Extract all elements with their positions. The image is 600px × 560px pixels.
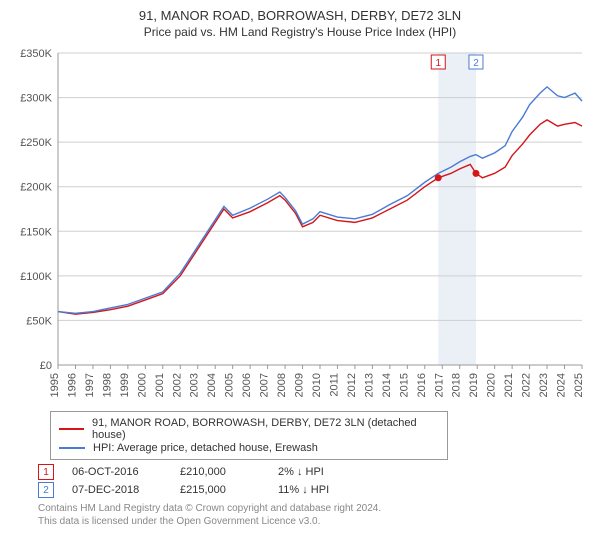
legend-label: 91, MANOR ROAD, BORROWASH, DERBY, DE72 3… xyxy=(92,417,439,441)
x-tick-label: 1996 xyxy=(66,373,78,397)
x-tick-label: 2015 xyxy=(398,373,410,397)
x-tick-label: 2023 xyxy=(538,373,550,397)
sale-number: 2 xyxy=(38,482,54,498)
sale-row-1: 1 06-OCT-2016 £210,000 2% ↓ HPI xyxy=(38,464,590,480)
sale-date: 07-DEC-2018 xyxy=(72,484,162,496)
x-tick-label: 2025 xyxy=(573,373,585,397)
x-tick-label: 2000 xyxy=(136,373,148,397)
x-tick-label: 2019 xyxy=(468,373,480,397)
x-tick-label: 1997 xyxy=(84,373,96,397)
x-tick-label: 2018 xyxy=(451,373,463,397)
legend: 91, MANOR ROAD, BORROWASH, DERBY, DE72 3… xyxy=(50,411,448,460)
x-tick-label: 1998 xyxy=(101,373,113,397)
x-tick-label: 2003 xyxy=(189,373,201,397)
x-tick-label: 2004 xyxy=(206,373,218,397)
page-subtitle: Price paid vs. HM Land Registry's House … xyxy=(10,25,590,39)
x-tick-label: 2016 xyxy=(416,373,428,397)
x-tick-label: 2011 xyxy=(328,373,340,397)
sale-marker-2 xyxy=(472,170,479,177)
sale-diff: 2% ↓ HPI xyxy=(278,466,388,478)
x-tick-label: 2002 xyxy=(171,373,183,397)
y-tick-label: £150K xyxy=(20,226,52,238)
x-tick-label: 2024 xyxy=(556,373,568,397)
y-tick-label: £100K xyxy=(20,271,52,283)
x-tick-label: 2013 xyxy=(363,373,375,397)
x-tick-label: 2012 xyxy=(346,373,358,397)
x-tick-label: 2017 xyxy=(433,373,445,397)
legend-swatch xyxy=(59,428,84,430)
x-tick-label: 2010 xyxy=(311,373,323,397)
sale-number: 1 xyxy=(38,464,54,480)
x-tick-label: 2022 xyxy=(521,373,533,397)
y-tick-label: £50K xyxy=(26,315,52,327)
x-tick-label: 2001 xyxy=(154,373,166,397)
legend-label: HPI: Average price, detached house, Erew… xyxy=(93,442,318,454)
x-tick-label: 1995 xyxy=(49,373,61,397)
sale-diff: 11% ↓ HPI xyxy=(278,484,388,496)
y-tick-label: £250K xyxy=(20,137,52,149)
y-tick-label: £200K xyxy=(20,182,52,194)
series-hpi xyxy=(58,87,582,313)
x-tick-label: 2005 xyxy=(224,373,236,397)
footer-attribution: Contains HM Land Registry data © Crown c… xyxy=(38,502,590,528)
y-tick-label: £300K xyxy=(20,93,52,105)
legend-row: HPI: Average price, detached house, Erew… xyxy=(59,442,439,454)
price-chart: £0 £50K £100K £150K £200K £250K £300K £350K 1995… xyxy=(14,45,588,405)
legend-row: 91, MANOR ROAD, BORROWASH, DERBY, DE72 3… xyxy=(59,417,439,441)
x-tick-label: 2009 xyxy=(294,373,306,397)
x-tick-label: 2021 xyxy=(503,373,515,397)
y-tick-label: £350K xyxy=(20,48,52,60)
highlight-band xyxy=(438,53,476,365)
footer-line-1: Contains HM Land Registry data © Crown c… xyxy=(38,502,590,515)
y-tick-label: £0 xyxy=(40,360,52,372)
x-tick-label: 1999 xyxy=(119,373,131,397)
sale-marker-1 xyxy=(435,174,442,181)
x-tick-label: 2020 xyxy=(486,373,498,397)
series-price_paid xyxy=(58,120,582,314)
x-tick-label: 2007 xyxy=(259,373,271,397)
legend-swatch xyxy=(59,447,85,449)
x-tick-label: 2006 xyxy=(241,373,253,397)
x-tick-label: 2014 xyxy=(381,373,393,397)
sale-price: £210,000 xyxy=(180,466,260,478)
sale-date: 06-OCT-2016 xyxy=(72,466,162,478)
page-title: 91, MANOR ROAD, BORROWASH, DERBY, DE72 3… xyxy=(10,8,590,23)
sale-price: £215,000 xyxy=(180,484,260,496)
callout-num-1: 1 xyxy=(435,58,441,69)
x-tick-label: 2008 xyxy=(276,373,288,397)
callout-num-2: 2 xyxy=(473,58,479,69)
sale-row-2: 2 07-DEC-2018 £215,000 11% ↓ HPI xyxy=(38,482,590,498)
footer-line-2: This data is licensed under the Open Gov… xyxy=(38,515,590,528)
